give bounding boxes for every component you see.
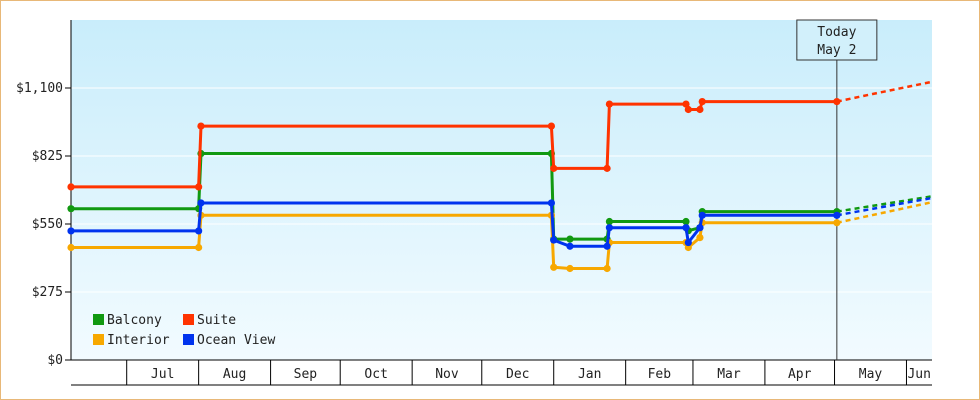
- series-forecast-interior: [836, 200, 933, 225]
- data-point-ocean-view: [550, 236, 558, 244]
- y-tick-label: $550: [32, 217, 63, 232]
- legend-label-interior: Interior: [107, 333, 170, 348]
- month-label: Jan: [578, 367, 601, 382]
- month-label: Nov: [435, 367, 459, 382]
- data-point-suite: [603, 164, 611, 172]
- today-marker: Today May 2: [796, 19, 878, 360]
- series-forecast-ocean-view: [836, 196, 933, 217]
- data-point-suite: [197, 122, 205, 130]
- data-point-ocean-view: [696, 224, 704, 232]
- data-point-suite: [195, 183, 203, 191]
- data-point-interior: [67, 243, 75, 252]
- data-point-suite: [833, 98, 841, 106]
- data-point-ocean-view: [197, 199, 205, 207]
- series-forecast-balcony: [836, 195, 933, 213]
- legend-label-balcony: Balcony: [107, 313, 162, 328]
- data-point-ocean-view: [547, 199, 555, 207]
- data-point-balcony: [566, 235, 574, 243]
- series-forecast-suite: [836, 80, 933, 103]
- data-point-suite: [550, 164, 558, 172]
- legend: Balcony Suite Interior Ocean View: [93, 313, 275, 348]
- data-point-interior: [833, 219, 841, 227]
- today-box: [796, 19, 878, 61]
- data-point-interior: [195, 243, 203, 252]
- legend-label-suite: Suite: [197, 313, 236, 328]
- data-point-ocean-view: [682, 224, 690, 232]
- month-label: Apr: [788, 367, 812, 382]
- data-point-suite: [682, 100, 690, 108]
- data-point-ocean-view: [684, 238, 692, 247]
- plot-area: [71, 20, 932, 360]
- y-tick-label: $0: [47, 353, 63, 368]
- data-point-suite: [696, 105, 704, 114]
- data-point-balcony: [682, 217, 690, 226]
- legend-swatch-ocean-view: [183, 334, 194, 345]
- data-point-balcony: [605, 217, 614, 226]
- axes: $0 $275 $550 $825 $1,100: [16, 20, 932, 368]
- data-point-interior: [696, 234, 704, 242]
- month-label: Feb: [648, 367, 672, 382]
- y-tick-label: $1,100: [16, 81, 63, 96]
- data-point-ocean-view: [833, 211, 841, 219]
- data-point-interior: [550, 263, 558, 271]
- data-point-ocean-view: [603, 242, 611, 250]
- y-tick-label: $275: [32, 285, 63, 300]
- y-tick-label: $825: [32, 149, 63, 164]
- data-point-ocean-view: [566, 242, 574, 250]
- today-label-line2: May 2: [817, 43, 856, 58]
- x-axis: Jul Aug Sep Oct Nov Dec Jan Feb Mar Apr May Jun: [71, 360, 932, 386]
- data-point-suite: [67, 183, 75, 191]
- data-point-suite: [547, 122, 555, 130]
- month-label: Jun: [907, 367, 930, 382]
- data-point-balcony: [67, 205, 75, 213]
- data-point-interior: [603, 264, 611, 273]
- legend-swatch-balcony: [93, 314, 104, 325]
- month-label: Oct: [364, 367, 387, 382]
- month-label: Dec: [506, 367, 529, 382]
- series-lines: [67, 80, 933, 273]
- month-label: Aug: [223, 367, 246, 382]
- data-point-ocean-view: [605, 224, 614, 232]
- month-label: Jul: [151, 367, 174, 382]
- data-point-suite: [698, 98, 706, 106]
- data-point-ocean-view: [67, 227, 75, 235]
- month-label: Sep: [294, 367, 318, 382]
- legend-label-ocean-view: Ocean View: [197, 333, 275, 348]
- data-point-suite: [605, 100, 614, 108]
- legend-swatch-suite: [183, 314, 194, 325]
- data-point-ocean-view: [195, 227, 203, 235]
- legend-swatch-interior: [93, 334, 104, 345]
- month-label: Mar: [717, 367, 741, 382]
- today-label-line1: Today: [817, 25, 856, 40]
- month-label: May: [859, 367, 883, 382]
- data-point-interior: [566, 264, 574, 273]
- data-point-suite: [684, 105, 692, 114]
- data-point-ocean-view: [698, 211, 706, 219]
- data-point-interior: [684, 243, 692, 252]
